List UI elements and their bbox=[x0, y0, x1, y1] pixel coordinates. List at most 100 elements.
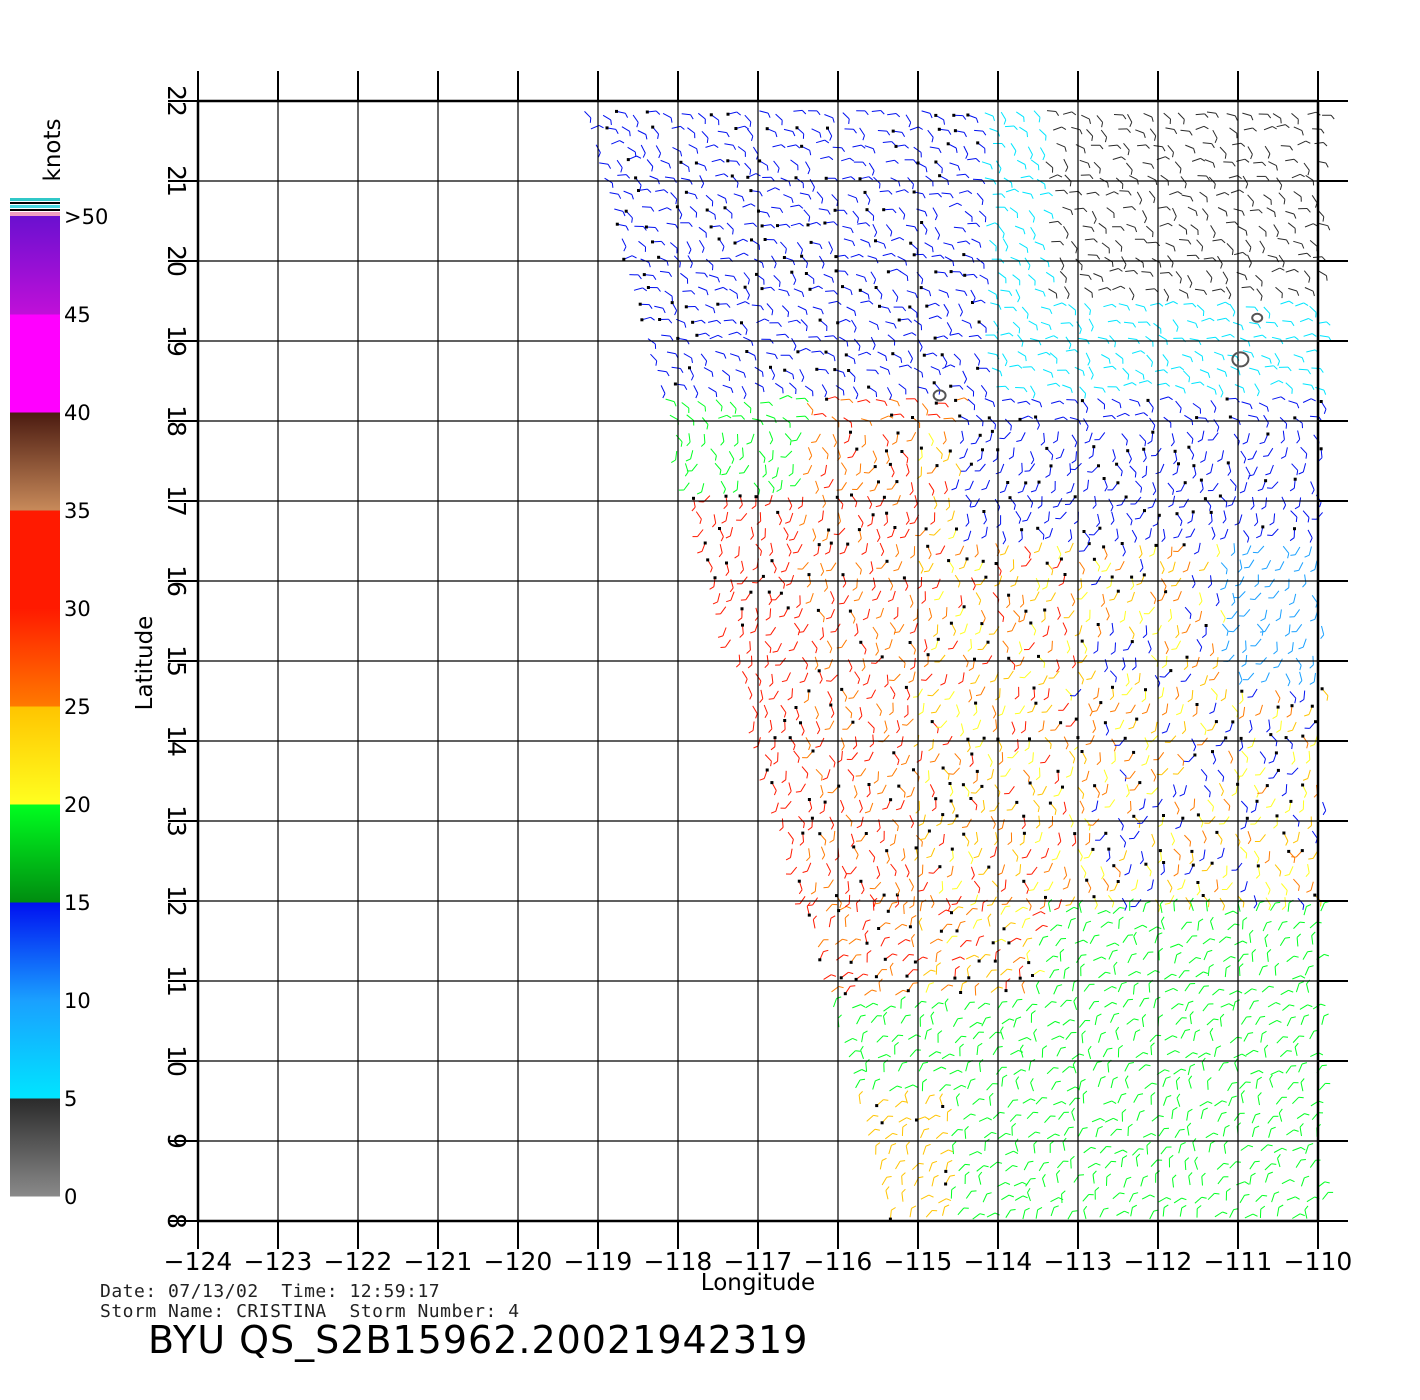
wind-barb-flag bbox=[872, 598, 878, 601]
wind-barb bbox=[661, 334, 671, 337]
wind-barb-flag bbox=[1266, 806, 1272, 808]
wind-barb-flag bbox=[1144, 997, 1150, 1000]
wind-barb-flag bbox=[963, 378, 968, 384]
wind-barb bbox=[1293, 609, 1301, 617]
wind-barb bbox=[962, 672, 965, 682]
wind-barb-flag bbox=[1173, 599, 1179, 602]
wind-barb-flag bbox=[1278, 380, 1284, 384]
wind-barb-flag bbox=[1084, 440, 1090, 444]
wind-barb bbox=[1012, 956, 1021, 964]
wind-barb-flag bbox=[1175, 633, 1180, 639]
wind-barb bbox=[980, 686, 986, 695]
wind-barb-flag bbox=[1190, 1063, 1196, 1067]
wind-barb bbox=[953, 226, 963, 229]
wind-barb bbox=[1216, 301, 1226, 306]
wind-barb-flag bbox=[850, 821, 853, 827]
wind-barb bbox=[814, 706, 819, 715]
wind-barb-flag bbox=[1105, 910, 1111, 914]
wind-barb-flag bbox=[1214, 1192, 1220, 1195]
wind-barb-flag bbox=[861, 889, 865, 895]
rain-flag-marker bbox=[954, 398, 958, 402]
wind-barb bbox=[918, 1062, 924, 1072]
wind-barb bbox=[1149, 1210, 1155, 1220]
wind-barb-flag bbox=[1166, 1197, 1172, 1200]
wind-barb-flag bbox=[789, 505, 793, 511]
wind-barb-flag bbox=[1179, 407, 1182, 414]
wind-barb bbox=[1145, 755, 1150, 764]
wind-barb-flag bbox=[850, 713, 853, 719]
wind-barb-flag bbox=[1282, 1036, 1289, 1038]
wind-barb-flag bbox=[1037, 504, 1043, 509]
wind-barb bbox=[777, 642, 782, 652]
rain-flag-marker bbox=[691, 320, 695, 324]
rain-flag-marker bbox=[846, 542, 850, 546]
wind-barb bbox=[1112, 1192, 1120, 1200]
wind-barb-flag bbox=[920, 679, 927, 681]
wind-barb bbox=[1015, 1080, 1019, 1090]
wind-barb-flag bbox=[960, 956, 965, 960]
wind-barb-flag bbox=[1168, 396, 1173, 401]
wind-barb-flag bbox=[1068, 1126, 1074, 1129]
wind-barb bbox=[1067, 919, 1072, 929]
wind-barb bbox=[1292, 1035, 1300, 1043]
wind-barb-flag bbox=[1083, 1205, 1088, 1211]
wind-barb bbox=[1092, 719, 1097, 729]
wind-barb-flag bbox=[1005, 246, 1009, 252]
wind-barb bbox=[1001, 864, 1006, 874]
wind-barb-flag bbox=[846, 905, 852, 909]
wind-barb-flag bbox=[1143, 1052, 1149, 1055]
wind-barb-flag bbox=[1005, 905, 1011, 908]
wind-barb bbox=[1079, 273, 1089, 276]
wind-barb-flag bbox=[1278, 1070, 1284, 1074]
wind-barb bbox=[1241, 768, 1248, 777]
wind-barb-flag bbox=[855, 472, 861, 476]
wind-barb bbox=[705, 258, 714, 266]
wind-barb-flag bbox=[1175, 695, 1180, 700]
wind-barb-flag bbox=[906, 1117, 912, 1121]
wind-barb-flag bbox=[788, 551, 792, 557]
wind-barb-flag bbox=[1054, 809, 1057, 816]
wind-barb bbox=[943, 303, 949, 313]
wind-barb bbox=[1007, 670, 1014, 679]
wind-barb-flag bbox=[924, 211, 928, 217]
wind-barb bbox=[1241, 286, 1251, 289]
wind-barb bbox=[979, 274, 988, 280]
wind-barb-flag bbox=[1260, 1205, 1266, 1210]
wind-barb-flag bbox=[1114, 1012, 1120, 1015]
wind-barb bbox=[992, 1046, 999, 1056]
rain-flag-marker bbox=[1020, 528, 1024, 532]
wind-barb-flag bbox=[1002, 233, 1005, 239]
wind-barb-flag bbox=[1251, 352, 1255, 358]
rain-flag-marker bbox=[810, 816, 814, 820]
wind-barb-flag bbox=[1280, 439, 1285, 444]
wind-barb-flag bbox=[1201, 1172, 1206, 1177]
wind-barb bbox=[989, 1161, 998, 1169]
wind-barb bbox=[1027, 1131, 1036, 1138]
wind-barb-flag bbox=[1147, 440, 1153, 445]
wind-barb bbox=[909, 1049, 917, 1058]
wind-barb bbox=[798, 815, 805, 824]
wind-barb-flag bbox=[638, 274, 642, 280]
wind-barb-flag bbox=[1158, 947, 1164, 952]
wind-barb-flag bbox=[800, 249, 803, 255]
wind-barb bbox=[1038, 1162, 1045, 1172]
wind-barb bbox=[955, 479, 960, 489]
wind-barb bbox=[1030, 385, 1036, 394]
wind-barb-flag bbox=[1004, 361, 1008, 367]
wind-barb bbox=[1146, 354, 1153, 363]
wind-barb bbox=[1314, 560, 1318, 570]
wind-barb bbox=[714, 462, 722, 471]
wind-barb-flag bbox=[948, 1149, 954, 1153]
wind-barb bbox=[1309, 1160, 1316, 1168]
wind-barb bbox=[889, 622, 896, 631]
wind-barb bbox=[1112, 285, 1121, 291]
wind-barb bbox=[844, 1037, 853, 1044]
wind-barb bbox=[991, 367, 1001, 372]
wind-barb-flag bbox=[850, 290, 853, 296]
wind-barb-flag bbox=[1181, 1204, 1187, 1209]
wind-barb bbox=[1033, 881, 1039, 891]
wind-barb-flag bbox=[1172, 472, 1178, 476]
wind-barb bbox=[1194, 288, 1205, 291]
wind-barb bbox=[1192, 1142, 1196, 1152]
wind-barb bbox=[1032, 752, 1034, 762]
